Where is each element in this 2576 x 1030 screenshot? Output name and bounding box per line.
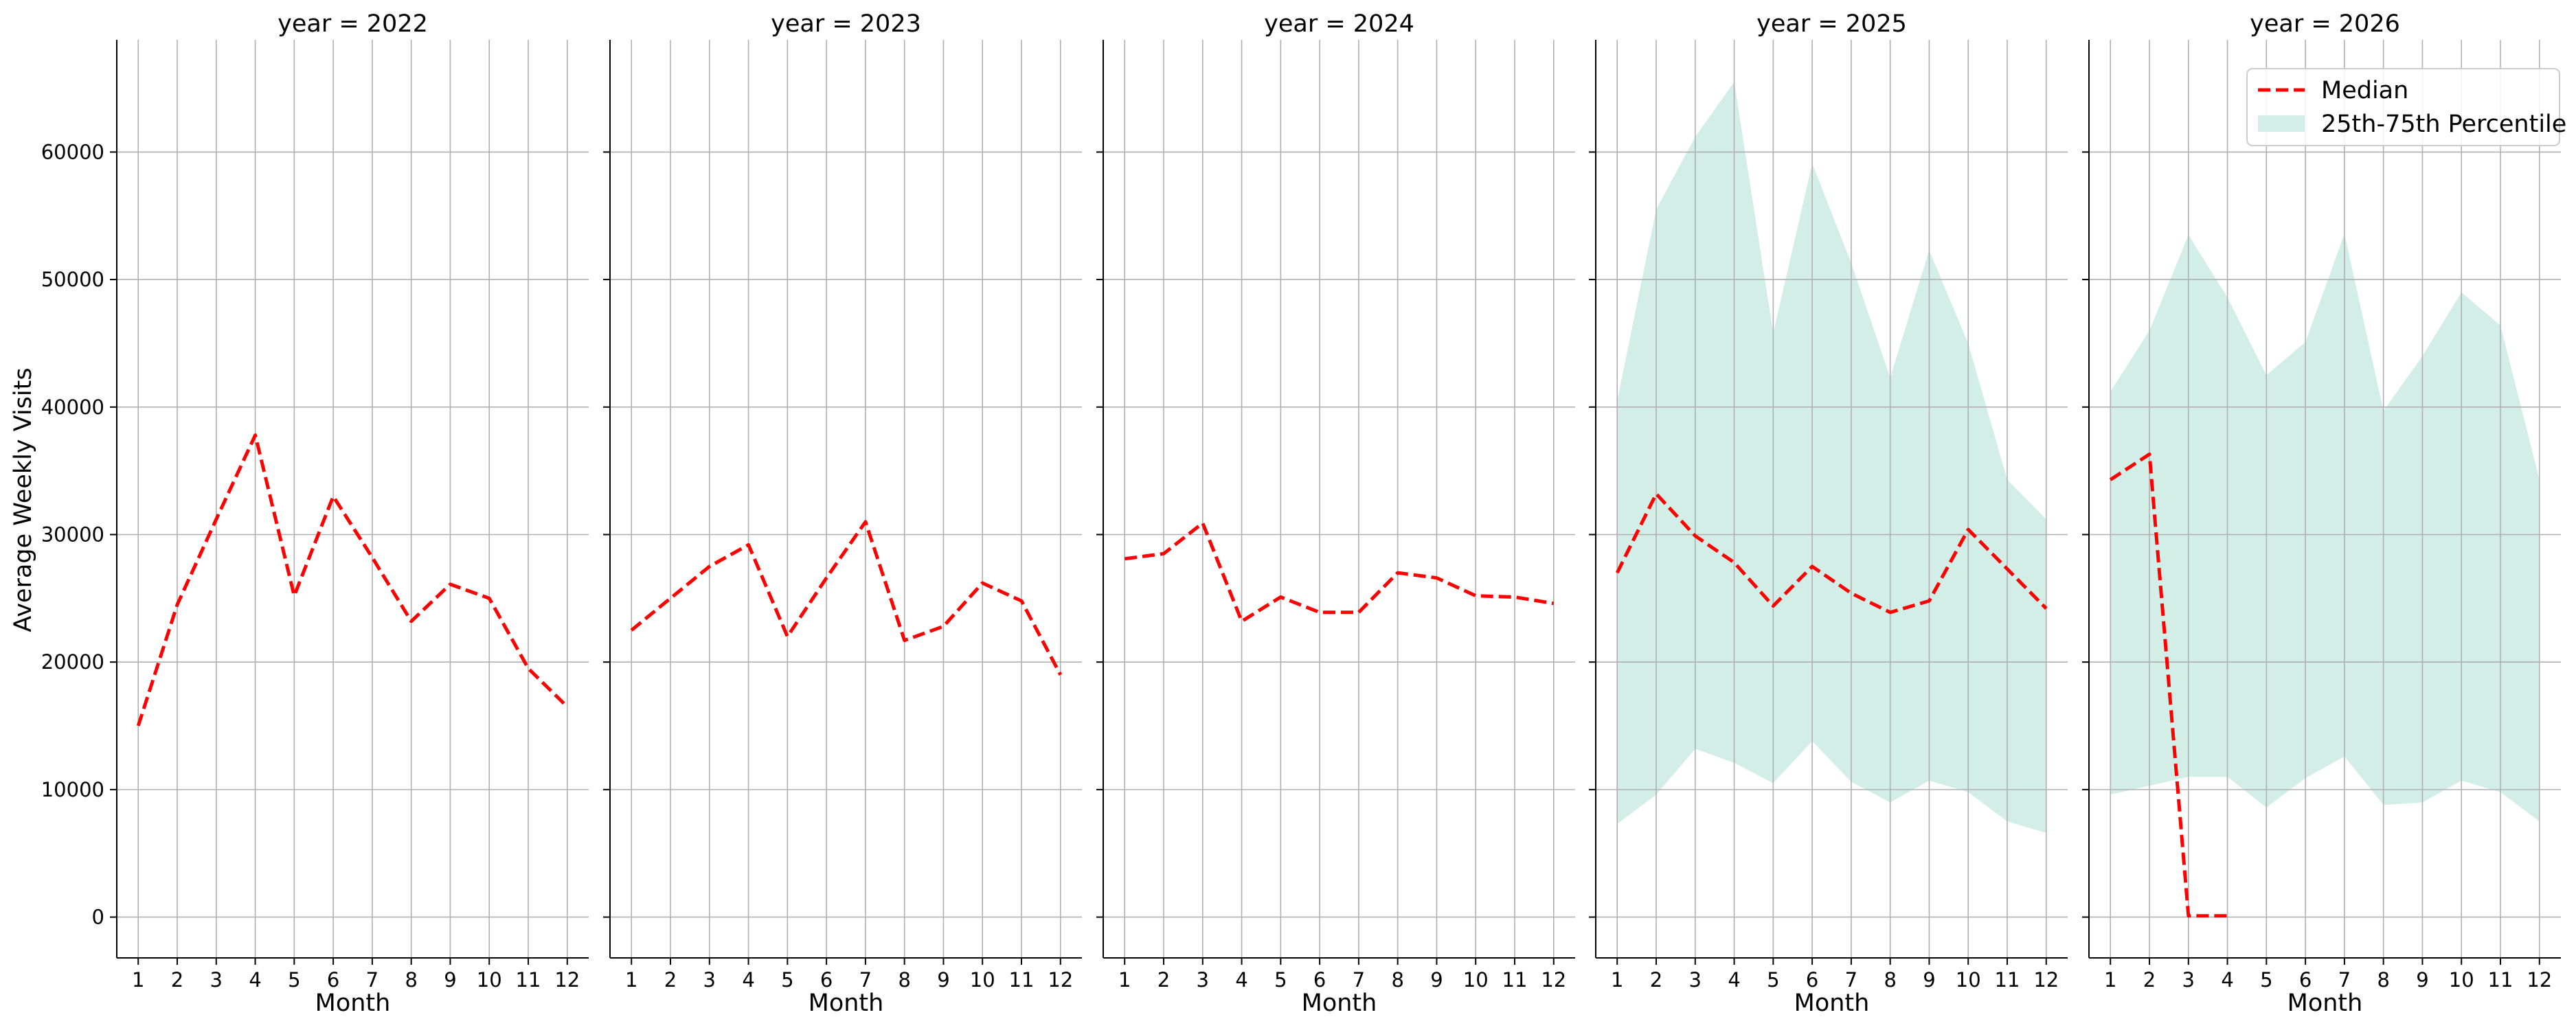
x-tick-label-9-2025: 9 <box>1923 968 1935 992</box>
x-tick-label-7-2026: 7 <box>2338 968 2351 992</box>
median-line-2026 <box>2109 453 2228 918</box>
x-axis-label-2024: Month <box>1302 989 1377 1017</box>
y-tick-label-10000: 10000 <box>41 778 104 801</box>
legend: Median 25th-75th Percentile <box>2246 68 2566 146</box>
x-tick-label-2-2023: 2 <box>664 968 677 992</box>
x-tick-label-2-2026: 2 <box>2143 968 2156 992</box>
x-axis-label-2023: Month <box>809 989 884 1017</box>
x-tick-label-5-2024: 5 <box>1274 968 1287 992</box>
panel-title-2025: year = 2025 <box>1756 10 1907 38</box>
legend-frame <box>2246 68 2560 146</box>
x-tick-label-6-2024: 6 <box>1313 968 1326 992</box>
x-tick-label-7-2024: 7 <box>1353 968 1365 992</box>
x-tick-label-7-2025: 7 <box>1845 968 1857 992</box>
x-tick-label-3-2022: 3 <box>210 968 223 992</box>
x-tick-label-7-2022: 7 <box>366 968 379 992</box>
x-tick-label-7-2023: 7 <box>859 968 872 992</box>
x-tick-label-8-2025: 8 <box>1884 968 1896 992</box>
x-tick-label-6-2026: 6 <box>2299 968 2312 992</box>
x-tick-label-1-2022: 1 <box>132 968 144 992</box>
x-tick-label-10-2026: 10 <box>2449 968 2474 992</box>
x-tick-label-8-2023: 8 <box>898 968 910 992</box>
legend-median-label: Median <box>2321 77 2408 104</box>
x-tick-label-9-2023: 9 <box>937 968 949 992</box>
panel-2022: 1 2 3 4 5 6 7 8 9 10 11 120100002000030000400005000… <box>41 10 589 1017</box>
panel-title-2023: year = 2023 <box>771 10 921 38</box>
x-tick-label-4-2026: 4 <box>2221 968 2233 992</box>
x-tick-label-3-2026: 3 <box>2182 968 2195 992</box>
x-tick-label-2-2022: 2 <box>171 968 183 992</box>
x-tick-label-11-2024: 11 <box>1502 968 1528 992</box>
x-tick-label-6-2022: 6 <box>327 968 339 992</box>
x-tick-label-5-2023: 5 <box>781 968 793 992</box>
x-tick-label-3-2025: 3 <box>1689 968 1702 992</box>
x-tick-label-2-2024: 2 <box>1157 968 1170 992</box>
legend-band-swatch <box>2258 115 2305 132</box>
y-tick-label-30000: 30000 <box>41 523 104 546</box>
median-line-2023 <box>630 520 1063 676</box>
x-axis-label-2025: Month <box>1794 989 1870 1017</box>
panels-container: 1 2 3 4 5 6 7 8 9 10 11 120100002000030000400005000… <box>41 10 2561 1017</box>
legend-band-label: 25th-75th Percentile <box>2321 111 2566 138</box>
x-tick-label-9-2024: 9 <box>1430 968 1443 992</box>
y-tick-label-40000: 40000 <box>41 396 104 419</box>
x-tick-label-6-2023: 6 <box>820 968 833 992</box>
x-tick-label-12-2022: 12 <box>554 968 580 992</box>
panel-title-2026: year = 2026 <box>2250 10 2400 38</box>
panel-title-2024: year = 2024 <box>1264 10 1414 38</box>
x-tick-label-9-2022: 9 <box>444 968 456 992</box>
x-axis-label-2022: Month <box>315 989 391 1017</box>
x-tick-label-10-2022: 10 <box>477 968 502 992</box>
x-tick-label-2-2025: 2 <box>1650 968 1662 992</box>
x-tick-label-12-2023: 12 <box>1048 968 1073 992</box>
x-tick-label-12-2025: 12 <box>2033 968 2059 992</box>
x-tick-label-10-2025: 10 <box>1956 968 1981 992</box>
percentile-band-2026 <box>2110 233 2540 822</box>
x-tick-label-4-2022: 4 <box>249 968 261 992</box>
x-tick-label-1-2026: 1 <box>2104 968 2116 992</box>
x-axis-label-2026: Month <box>2287 989 2363 1017</box>
median-line-2024 <box>1124 521 1555 623</box>
x-tick-label-10-2023: 10 <box>970 968 995 992</box>
x-tick-label-1-2023: 1 <box>625 968 637 992</box>
x-tick-label-5-2025: 5 <box>1767 968 1779 992</box>
x-tick-label-11-2026: 11 <box>2488 968 2513 992</box>
x-tick-label-11-2022: 11 <box>516 968 541 992</box>
x-tick-label-8-2022: 8 <box>405 968 417 992</box>
x-tick-label-9-2026: 9 <box>2416 968 2428 992</box>
x-tick-label-8-2024: 8 <box>1391 968 1403 992</box>
x-tick-label-11-2025: 11 <box>1995 968 2020 992</box>
x-tick-label-4-2023: 4 <box>742 968 754 992</box>
x-tick-label-12-2026: 12 <box>2527 968 2552 992</box>
x-tick-label-6-2025: 6 <box>1806 968 1818 992</box>
x-tick-label-5-2022: 5 <box>288 968 300 992</box>
median-line-2022 <box>136 433 569 726</box>
x-tick-label-10-2024: 10 <box>1463 968 1489 992</box>
panel-title-2022: year = 2022 <box>278 10 428 38</box>
percentile-band-2025 <box>1617 82 2046 833</box>
y-tick-label-60000: 60000 <box>41 140 104 163</box>
median-line-2025 <box>1615 492 2048 615</box>
x-tick-label-1-2024: 1 <box>1118 968 1131 992</box>
x-tick-label-3-2024: 3 <box>1197 968 1209 992</box>
y-tick-label-20000: 20000 <box>41 650 104 674</box>
x-tick-label-8-2026: 8 <box>2377 968 2389 992</box>
x-tick-label-1-2025: 1 <box>1611 968 1623 992</box>
x-tick-label-4-2024: 4 <box>1235 968 1247 992</box>
x-tick-label-4-2025: 4 <box>1728 968 1740 992</box>
y-tick-label-50000: 50000 <box>41 268 104 291</box>
x-tick-label-3-2023: 3 <box>703 968 716 992</box>
y-tick-label-0: 0 <box>92 906 104 929</box>
x-tick-label-11-2023: 11 <box>1009 968 1035 992</box>
x-tick-label-5-2026: 5 <box>2260 968 2272 992</box>
y-axis-label: Average Weekly Visits <box>10 367 37 632</box>
x-tick-label-12-2024: 12 <box>1541 968 1566 992</box>
